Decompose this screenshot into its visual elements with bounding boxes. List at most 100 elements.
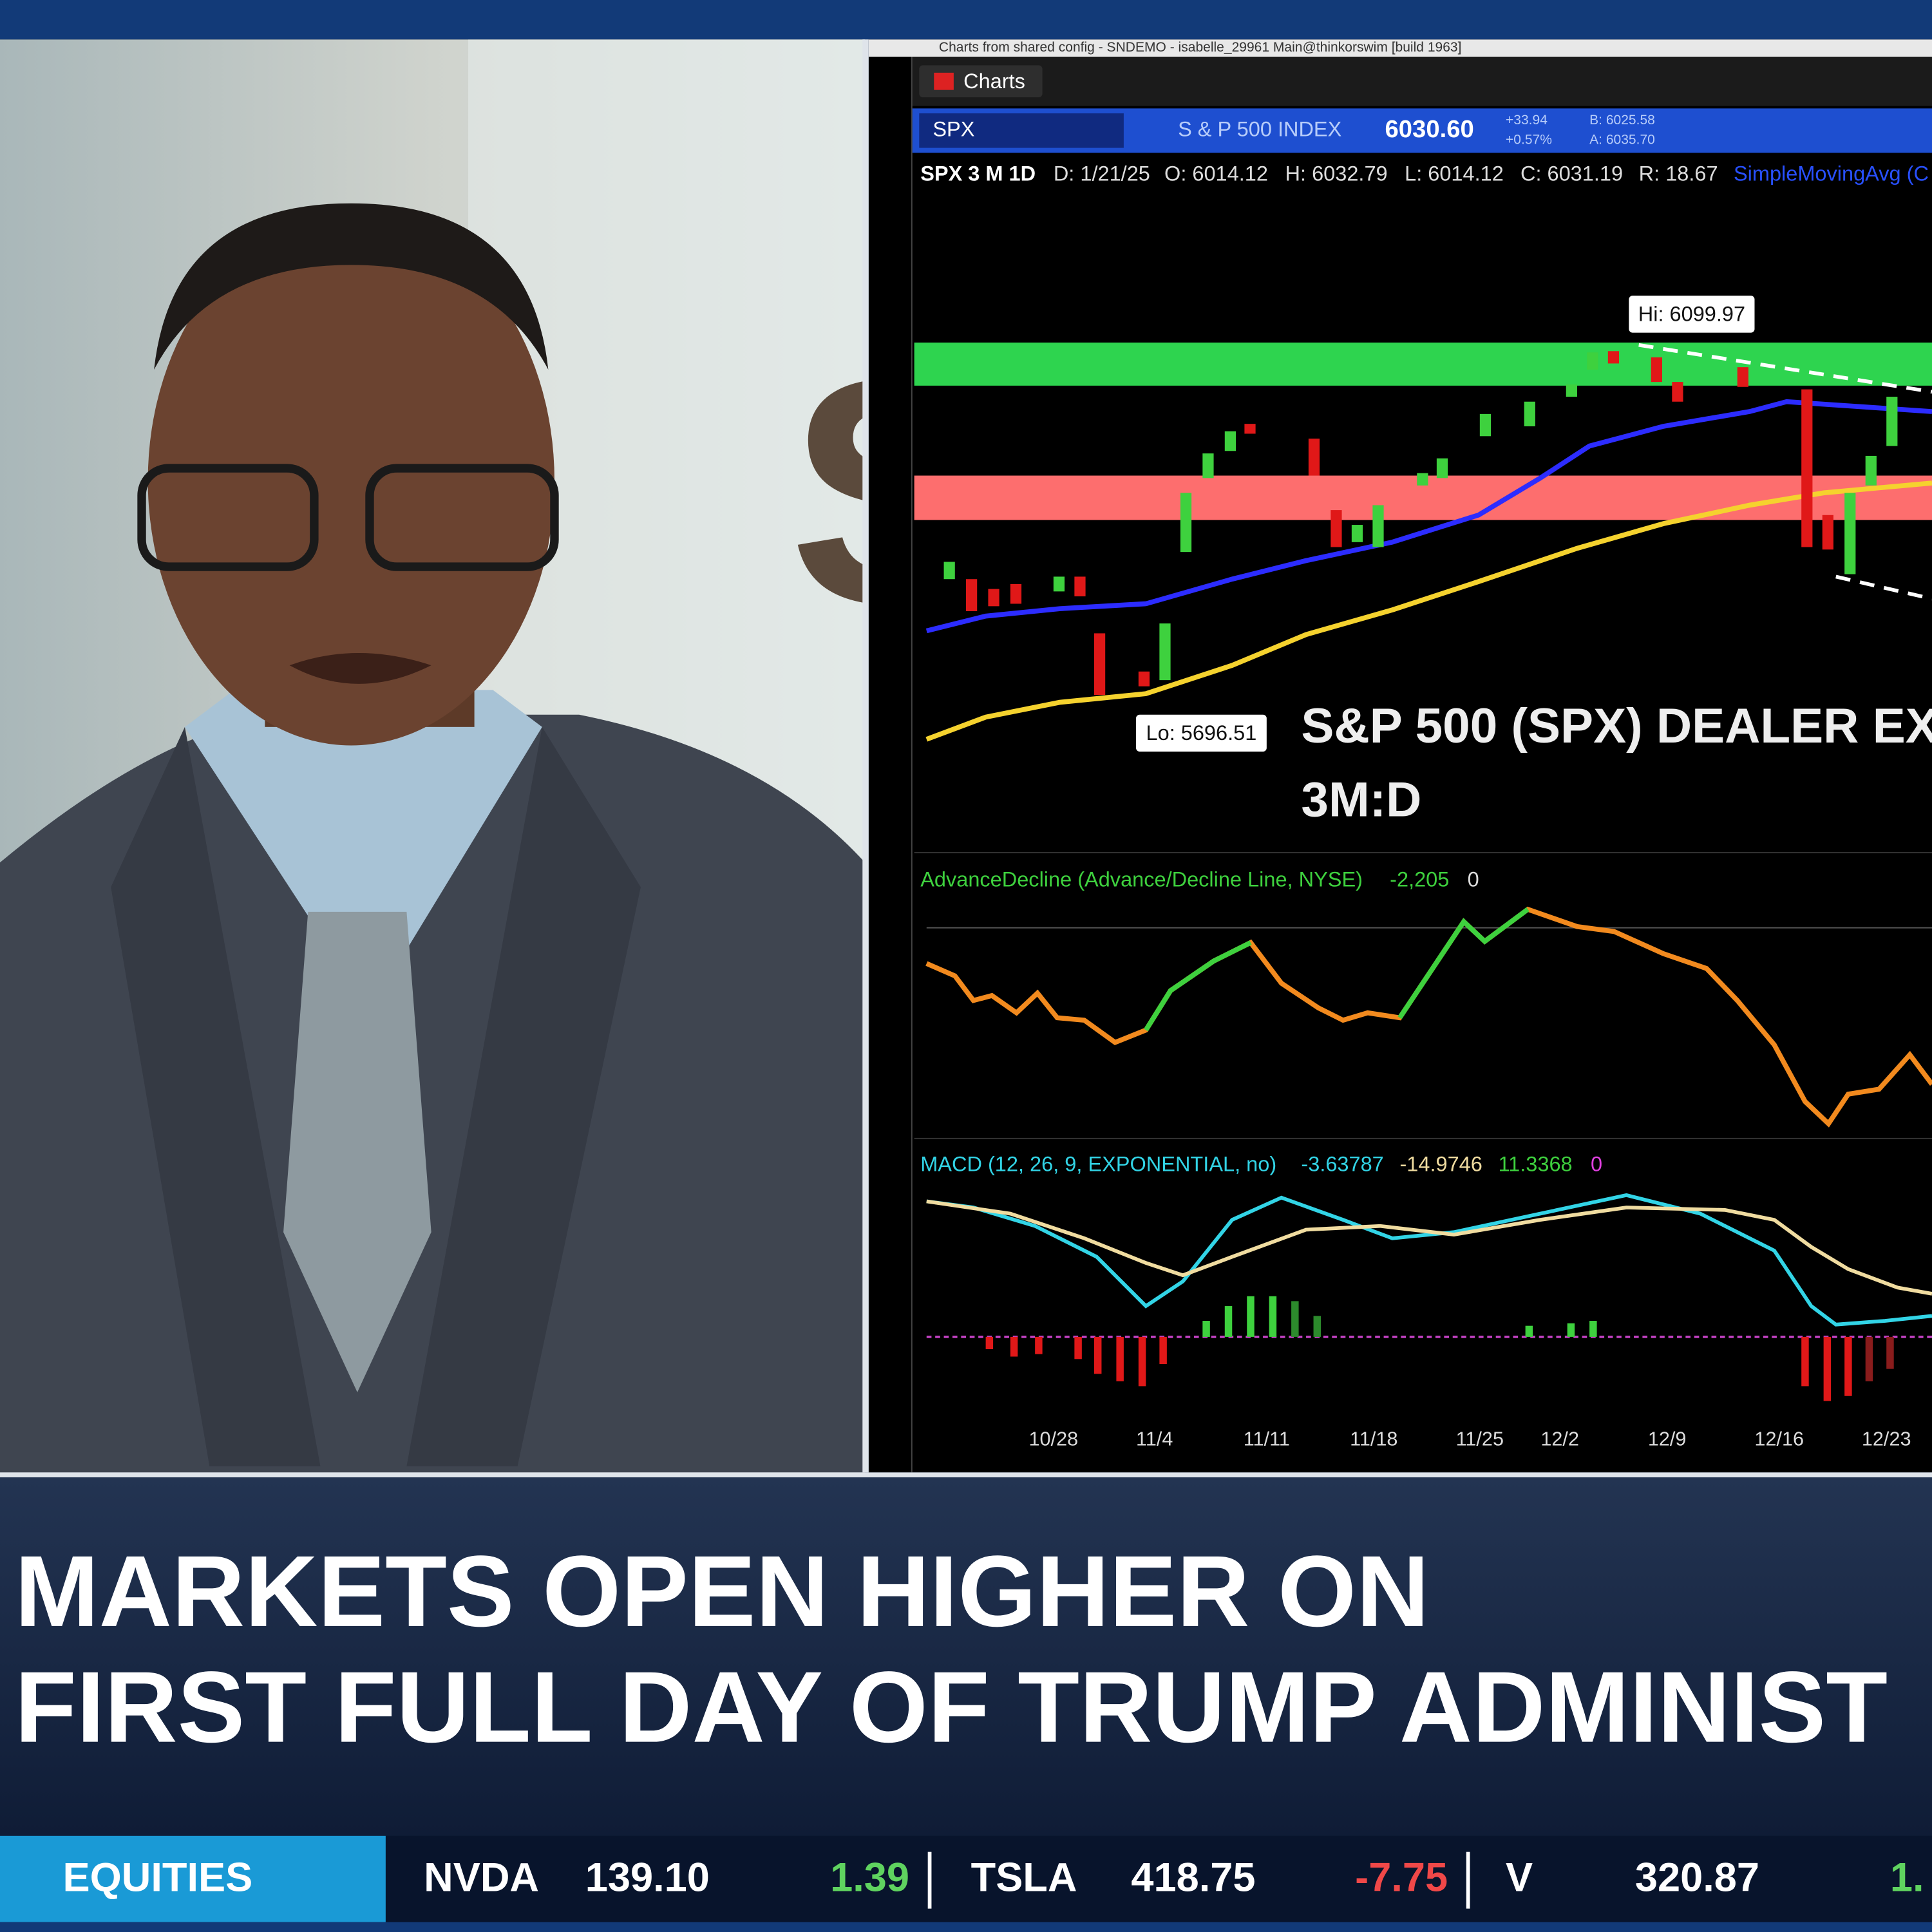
lapel-left	[111, 726, 321, 1466]
candle	[1331, 510, 1342, 547]
ticker-section: EQUITIES	[63, 1855, 253, 1900]
ad-zero: 0	[1468, 868, 1479, 891]
candle	[1886, 397, 1898, 446]
histogram-bar	[1035, 1336, 1043, 1354]
histogram-bar	[1224, 1306, 1233, 1337]
ticker-section-box	[0, 1835, 386, 1922]
candle	[1053, 576, 1065, 592]
lapel-right	[406, 726, 641, 1466]
histogram-bar	[1886, 1336, 1894, 1369]
last-price: 6030.60	[1385, 115, 1474, 143]
candle	[1351, 525, 1363, 542]
instrument-name: S & P 500 INDEX	[1178, 117, 1341, 140]
candle	[1138, 671, 1150, 687]
histogram-bar	[1159, 1336, 1167, 1364]
window-title: Charts from shared config - SNDEMO - isa…	[939, 40, 1462, 55]
candle	[1010, 583, 1022, 604]
macd-line	[926, 1193, 1932, 1327]
x-axis-label: 12/2	[1540, 1428, 1579, 1450]
histogram-bar	[1823, 1336, 1832, 1401]
head	[147, 215, 554, 746]
macd-study-label: MACD (12, 26, 9, EXPONENTIAL, no)	[920, 1153, 1276, 1176]
advance-decline-up	[1397, 907, 1530, 1019]
histogram-bar	[1525, 1325, 1533, 1337]
x-axis-label: 12/23	[1862, 1428, 1911, 1450]
tie	[283, 911, 431, 1392]
candle	[1094, 633, 1106, 696]
info-range: R: 18.67	[1639, 162, 1718, 185]
histogram-bar	[1138, 1336, 1146, 1387]
frame-divider	[862, 39, 869, 1473]
candle	[1607, 351, 1620, 364]
ticker-symbol: V	[1506, 1855, 1533, 1900]
top-bar	[0, 0, 1932, 40]
ticker-symbol: NVDA	[424, 1855, 539, 1900]
advance-decline-line	[925, 906, 1932, 1128]
info-date: D: 1/21/25	[1054, 162, 1150, 185]
candle	[966, 579, 978, 611]
candles	[943, 351, 1898, 696]
candle	[1372, 505, 1384, 547]
bottom-strip	[0, 1922, 1932, 1932]
wall-logo: S	[788, 313, 1002, 670]
candle	[1244, 424, 1256, 434]
histogram-bar	[1247, 1296, 1255, 1337]
ticker-change: 1.39	[830, 1855, 909, 1900]
histogram-bar	[1801, 1336, 1809, 1387]
frame-divider	[0, 1472, 1932, 1478]
candle	[1479, 413, 1492, 437]
candle	[1202, 453, 1214, 478]
chart-window: Charts from shared config - SNDEMO - isa…	[868, 39, 1932, 1473]
histogram-bar	[1074, 1336, 1082, 1359]
change: +33.94	[1506, 113, 1548, 128]
lower-third	[0, 1477, 1932, 1836]
advance-decline-up	[1144, 940, 1252, 1032]
study-name: SimpleMovingAvg (C	[1734, 162, 1929, 185]
candle	[1672, 382, 1683, 402]
tab-strip	[911, 57, 1932, 106]
ticker-price: 418.75	[1131, 1855, 1255, 1900]
candle	[1822, 515, 1833, 550]
histogram-bar	[1202, 1321, 1210, 1337]
candle	[988, 589, 999, 607]
candle	[1651, 357, 1662, 383]
candle	[1737, 367, 1748, 387]
shirt	[184, 690, 542, 1010]
low-label: Lo: 5696.51	[1146, 721, 1257, 744]
ticker-separator	[1466, 1852, 1470, 1909]
histogram-bar	[1269, 1296, 1277, 1337]
trend-lines	[1638, 343, 1932, 601]
glasses-left	[137, 464, 319, 571]
x-axis-label: 11/11	[1244, 1428, 1290, 1450]
camera-feed: S	[0, 39, 1002, 1473]
ask: A: 6035.70	[1589, 133, 1655, 147]
ticker-price: 320.87	[1635, 1855, 1759, 1900]
x-axis-label: 12/9	[1648, 1428, 1687, 1450]
ticker-price: 139.10	[585, 1855, 710, 1900]
moving-average-slow	[925, 480, 1932, 742]
hair	[154, 203, 549, 370]
info-open: O: 6014.12	[1164, 162, 1268, 185]
histogram-bar	[1010, 1336, 1018, 1357]
ad-value: -2,205	[1390, 868, 1449, 891]
tab-label[interactable]: Charts	[963, 70, 1025, 93]
candle	[1224, 431, 1236, 451]
symbol[interactable]: SPX	[933, 117, 974, 140]
macd-average-line	[926, 1199, 1932, 1296]
histogram-bar	[1844, 1336, 1852, 1396]
glasses-right	[365, 464, 559, 571]
candle	[1844, 493, 1856, 574]
title-bar	[868, 39, 1932, 57]
candle	[943, 562, 955, 580]
candle	[1801, 389, 1813, 547]
macd-diff: 11.3368	[1499, 1153, 1573, 1176]
low-callout	[1136, 714, 1267, 752]
histogram-bar	[1589, 1321, 1597, 1337]
chart-spec: SPX 3 M 1D	[920, 162, 1036, 185]
headline-line: MARKETS OPEN HIGHER ON	[15, 1535, 1429, 1648]
bid: B: 6025.58	[1589, 113, 1655, 128]
candle	[1180, 493, 1192, 553]
symbol-box[interactable]	[919, 113, 1124, 148]
overlay-title: S&P 500 (SPX) DEALER EXP	[1301, 699, 1932, 753]
